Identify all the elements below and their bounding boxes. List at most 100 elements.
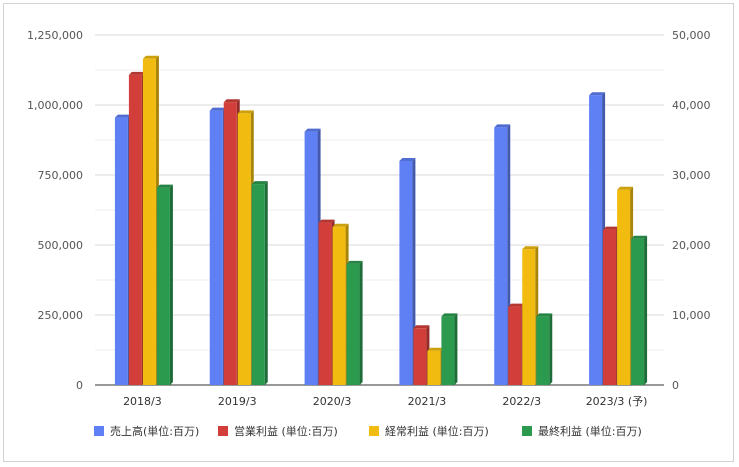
- bar-top: [494, 124, 511, 128]
- bar-3-0: [399, 158, 416, 385]
- bar-top: [128, 71, 145, 75]
- bar-front: [237, 113, 251, 386]
- bar-0-2: [142, 55, 159, 386]
- category-label: 2018/3: [123, 395, 162, 408]
- bar-front: [603, 229, 617, 385]
- bar-front: [413, 328, 427, 385]
- bar-1-0: [209, 107, 226, 385]
- legend-label: 営業利益 (単位:百万): [234, 424, 338, 438]
- bar-front: [399, 161, 413, 385]
- bar-5-2: [617, 186, 634, 385]
- bar-top: [413, 325, 430, 329]
- legend-label: 売上高(単位:百万): [110, 424, 199, 438]
- legend: 売上高(単位:百万) 営業利益 (単位:百万) 経常利益 (単位:百万) 最終利益 (…: [94, 424, 642, 438]
- bar-front: [114, 117, 128, 385]
- bar-top: [617, 186, 634, 190]
- legend-item-0: 売上高(単位:百万): [94, 424, 199, 438]
- bar-1-1: [223, 99, 240, 385]
- bar-front: [346, 263, 360, 385]
- right-axis-tick-label: 50,000: [672, 29, 711, 42]
- bar-top: [142, 55, 159, 59]
- bar-top: [631, 235, 648, 239]
- category-label: 2020/3: [313, 395, 352, 408]
- bar-5-0: [589, 92, 606, 385]
- category-label: 2023/3 (予): [586, 395, 648, 408]
- bar-front: [251, 184, 265, 385]
- left-axis-tick-label: 0: [76, 379, 83, 392]
- bar-1-2: [237, 110, 254, 386]
- bar-top: [332, 223, 349, 227]
- legend-swatch: [522, 426, 532, 436]
- bar-4-0: [494, 124, 511, 386]
- bar-front: [156, 187, 170, 385]
- category-axis-labels: 2018/3 2019/3 2020/3 2021/3 2022/3 2023/3 (予): [123, 395, 647, 408]
- bar-2-2: [332, 223, 349, 385]
- right-axis-ticks: 0 10,000 20,000 30,000 40,000 50,000: [672, 29, 711, 392]
- bar-front: [494, 127, 508, 386]
- legend-swatch: [369, 426, 379, 436]
- bar-top: [223, 99, 240, 103]
- bar-2-0: [304, 128, 321, 385]
- bar-front: [427, 350, 441, 385]
- left-axis-tick-label: 750,000: [38, 169, 84, 182]
- left-axis-ticks: 0 250,000 500,000 750,000 1,000,000 1,250,000: [27, 29, 83, 392]
- bar-2-1: [318, 219, 335, 385]
- bar-front: [441, 316, 455, 385]
- right-axis-tick-label: 0: [672, 379, 679, 392]
- bar-1-3: [251, 181, 268, 385]
- bar-top: [156, 184, 173, 188]
- bar-side: [549, 313, 553, 385]
- left-axis-tick-label: 250,000: [38, 309, 84, 322]
- bar-front: [617, 189, 631, 385]
- bar-top: [522, 246, 539, 250]
- gridlines: [95, 34, 664, 386]
- legend-swatch: [218, 426, 228, 436]
- bar-3-2: [427, 347, 444, 385]
- bar-front: [128, 74, 142, 386]
- left-axis-tick-label: 500,000: [38, 239, 84, 252]
- bar-top: [209, 107, 226, 111]
- bar-4-3: [536, 313, 553, 385]
- bar-front: [332, 226, 346, 385]
- bar-front: [304, 131, 318, 385]
- bar-top: [589, 92, 606, 96]
- bar-side: [169, 184, 173, 385]
- bar-5-1: [603, 226, 620, 385]
- legend-item-3: 最終利益 (単位:百万): [522, 424, 642, 438]
- bar-4-2: [522, 246, 539, 385]
- bar-top: [441, 313, 458, 317]
- right-axis-tick-label: 10,000: [672, 309, 711, 322]
- bar-0-1: [128, 71, 145, 386]
- category-label: 2022/3: [502, 395, 541, 408]
- bar-front: [536, 316, 550, 385]
- bar-side: [644, 235, 648, 385]
- bar-top: [346, 260, 363, 264]
- bar-front: [589, 95, 603, 385]
- bar-top: [304, 128, 321, 132]
- bar-top: [318, 219, 335, 223]
- bar-0-3: [156, 184, 173, 385]
- left-axis-tick-label: 1,250,000: [27, 29, 83, 42]
- bar-0-0: [114, 114, 131, 385]
- bar-top: [508, 303, 525, 307]
- bar-top: [251, 181, 268, 185]
- bar-side: [359, 260, 363, 385]
- legend-item-2: 経常利益 (単位:百万): [369, 424, 489, 438]
- legend-swatch: [94, 426, 104, 436]
- right-axis-tick-label: 20,000: [672, 239, 711, 252]
- right-axis-tick-label: 30,000: [672, 169, 711, 182]
- category-label: 2019/3: [218, 395, 257, 408]
- legend-item-1: 営業利益 (単位:百万): [218, 424, 338, 438]
- left-axis-tick-label: 1,000,000: [27, 99, 83, 112]
- bar-2-3: [346, 260, 363, 385]
- right-axis-tick-label: 40,000: [672, 99, 711, 112]
- bar-top: [427, 347, 444, 351]
- bar-front: [508, 306, 522, 385]
- bar-side: [454, 313, 458, 385]
- bar-side: [264, 181, 268, 385]
- bar-top: [603, 226, 620, 230]
- bar-5-3: [631, 235, 648, 385]
- legend-label: 経常利益 (単位:百万): [385, 424, 489, 438]
- bar-front: [631, 238, 645, 385]
